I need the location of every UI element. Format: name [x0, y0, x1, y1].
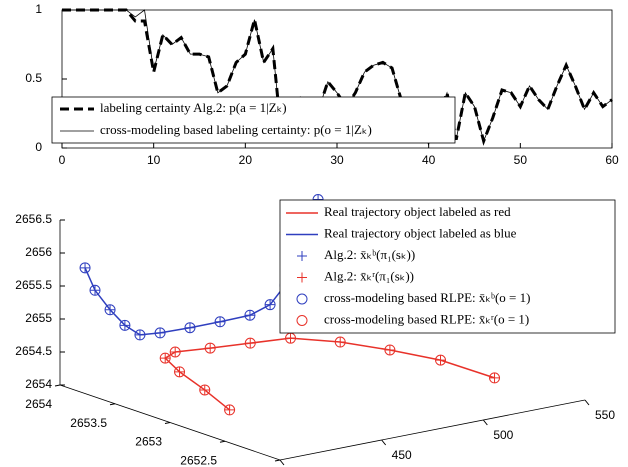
y-tick-label: 2654 — [25, 397, 52, 411]
plus-marker — [170, 347, 181, 357]
legend-label: Alg.2: x̄ₖʳ(π₁(sₖ)) — [324, 268, 414, 283]
circle-marker — [435, 354, 447, 366]
plus-marker — [105, 304, 116, 315]
plus-marker — [335, 337, 346, 348]
circle-marker — [174, 366, 186, 378]
x-tick-label: 40 — [422, 153, 436, 167]
plus-marker — [80, 262, 91, 273]
circle-marker — [169, 346, 181, 358]
y-tick-label: 1 — [35, 2, 42, 16]
plus-marker — [184, 322, 195, 333]
legend-label: labeling certainty Alg.2: p(a = 1|Zₖ) — [100, 100, 287, 115]
circle-marker — [214, 316, 226, 328]
circle-marker — [89, 284, 101, 296]
legend-box — [51, 96, 456, 144]
x-tick-label: 20 — [239, 153, 253, 167]
circle-marker — [244, 337, 256, 349]
legend-box — [279, 199, 616, 334]
z-tick-label: 2655 — [25, 311, 52, 325]
circle-marker — [334, 336, 346, 348]
legend-swatch — [297, 251, 307, 261]
legend-label: cross-modeling based labeling certainty:… — [100, 122, 372, 137]
z-tick-label: 2655.5 — [15, 278, 52, 292]
z-tick-label: 2654 — [25, 377, 52, 391]
y-tick — [109, 403, 116, 406]
x-tick — [482, 419, 488, 426]
x-tick-label: 30 — [330, 153, 344, 167]
plus-marker — [90, 285, 101, 296]
circle-marker — [199, 384, 211, 396]
circle-marker — [119, 319, 131, 331]
y-tick — [219, 440, 226, 443]
plus-marker — [384, 344, 395, 355]
x-tick — [584, 399, 590, 406]
circle-marker — [204, 342, 216, 354]
circle-marker — [264, 299, 276, 311]
x-tick-label: 50 — [514, 153, 528, 167]
legend-label: Alg.2: x̄ₖᵇ(π₁(sₖ)) — [324, 247, 415, 262]
circle-marker — [184, 322, 196, 334]
circle-marker — [79, 262, 91, 274]
plus-marker — [265, 299, 276, 310]
circle-marker — [134, 329, 146, 341]
plus-marker — [199, 384, 210, 395]
legend-label: cross-modeling based RLPE: x̄ₖʳ(o = 1) — [324, 311, 529, 326]
x-tick — [381, 439, 387, 446]
legend-swatch — [296, 315, 308, 326]
z-tick-label: 2656 — [25, 245, 52, 259]
circle-marker — [224, 404, 236, 416]
y-tick-label: 2653.5 — [70, 416, 107, 430]
y-tick — [164, 422, 171, 424]
plus-marker — [119, 320, 130, 331]
circle-marker — [154, 327, 166, 339]
x-tick-label: 10 — [147, 153, 161, 167]
y-tick-label: 0 — [35, 140, 42, 154]
y-tick-label: 2652.5 — [180, 453, 217, 467]
x-tick-label: 500 — [493, 428, 513, 442]
plus-marker — [435, 355, 446, 366]
plus-marker — [215, 316, 226, 327]
legend-label: Real trajectory object labeled as red — [324, 204, 511, 219]
plus-marker — [285, 333, 296, 344]
circle-marker — [244, 309, 256, 321]
plus-marker — [134, 329, 145, 340]
z-tick-label: 2656.5 — [15, 212, 52, 226]
y-tick — [54, 384, 61, 387]
y-tick-label: 0.5 — [25, 71, 42, 85]
plus-marker — [224, 404, 235, 415]
x-tick-label: 60 — [605, 153, 619, 167]
x-tick — [279, 459, 285, 466]
y-tick — [274, 459, 281, 462]
circle-marker — [489, 372, 501, 384]
x-tick-label: 450 — [392, 448, 412, 462]
circle-marker — [159, 352, 171, 364]
plus-marker — [155, 327, 166, 338]
circle-marker — [384, 344, 396, 356]
z-tick-label: 2654.5 — [15, 344, 52, 358]
series-line — [62, 9, 613, 143]
y-tick-label: 2653 — [135, 435, 162, 449]
plus-marker — [244, 310, 255, 321]
legend-swatch — [296, 293, 308, 305]
plus-marker — [160, 353, 171, 364]
axis-line — [279, 399, 586, 461]
legend-swatch — [297, 272, 307, 283]
plus-marker — [245, 338, 256, 349]
legend-label: cross-modeling based RLPE: x̄ₖᵇ(o = 1) — [324, 290, 530, 305]
legend-label: Real trajectory object labeled as blue — [324, 225, 517, 240]
plus-marker — [489, 372, 500, 383]
x-tick-label: 550 — [595, 408, 615, 422]
plus-marker — [174, 366, 185, 377]
x-tick-label: 0 — [59, 153, 66, 167]
plus-marker — [205, 343, 216, 354]
circle-marker — [104, 304, 116, 316]
